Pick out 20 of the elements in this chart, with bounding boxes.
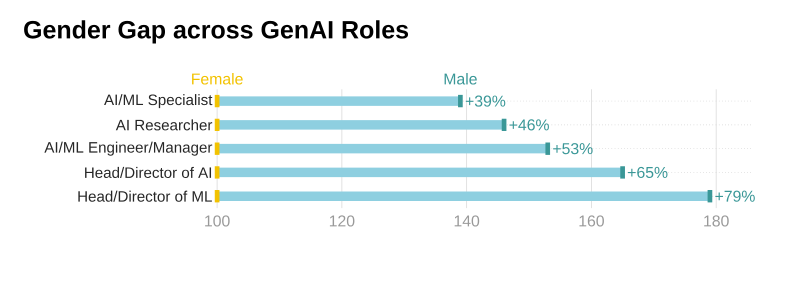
y-tick-label: Head/Director of ML [78, 190, 212, 202]
y-tick-label: Head/Director of AI [85, 166, 212, 178]
x-tick-label: 140 [454, 215, 480, 227]
data-label: +65% [628, 166, 668, 178]
chart-title: Gender Gap across GenAI Roles [24, 20, 408, 44]
data-label: +46% [509, 119, 549, 130]
data-label: +39% [466, 96, 506, 107]
y-tick-label: AI Researcher [116, 119, 212, 130]
bar [217, 96, 460, 106]
series-label: Female [192, 73, 243, 85]
bar [217, 191, 710, 201]
x-tick-label: 100 [205, 215, 230, 227]
data-label: +53% [553, 143, 593, 154]
series-label: Male [444, 73, 477, 85]
y-tick-label: AI/ML Specialist [104, 94, 212, 108]
x-tick-label: 120 [330, 215, 354, 227]
x-tick-label: 180 [704, 215, 729, 227]
y-tick-label: AI/ML Engineer/Manager [44, 142, 212, 156]
data-label: +79% [715, 190, 755, 202]
x-tick-label: 160 [579, 215, 604, 227]
